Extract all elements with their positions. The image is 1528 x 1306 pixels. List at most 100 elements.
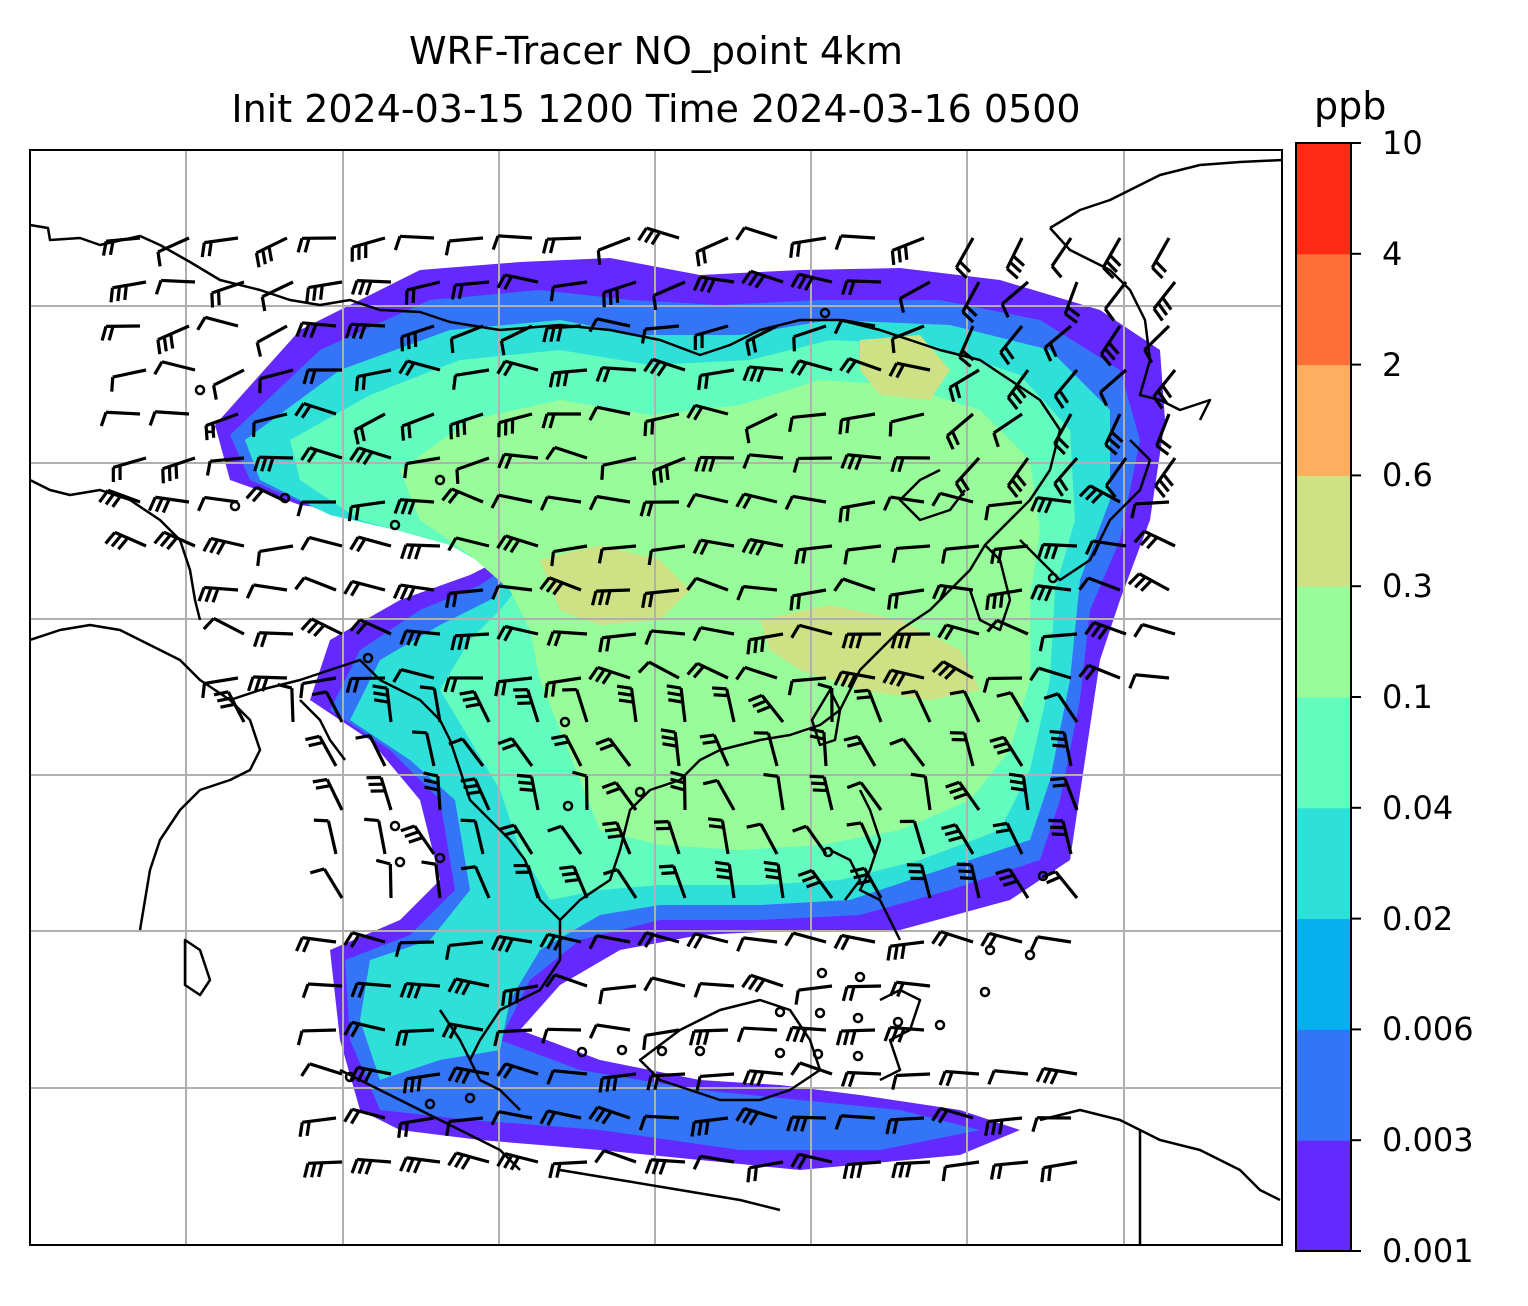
wind-barb — [156, 324, 190, 355]
colorbar-swatch — [1296, 475, 1351, 587]
wind-barb — [1143, 324, 1171, 364]
wind-barb — [901, 689, 932, 723]
wind-barb — [450, 280, 490, 300]
coastline-segment — [30, 623, 262, 931]
wind-barb — [399, 981, 441, 999]
calm-wind-circle — [616, 1044, 628, 1056]
wind-barb — [204, 412, 239, 441]
wind-barb — [707, 817, 730, 855]
wind-barb — [450, 632, 490, 651]
wind-barb — [597, 544, 637, 564]
wind-barb — [296, 236, 337, 253]
wind-barb — [196, 315, 239, 331]
wind-barb — [600, 456, 637, 480]
calm-wind-circle — [892, 1016, 904, 1028]
wind-barb — [742, 365, 784, 383]
wind-barb — [156, 236, 190, 267]
wind-barb — [688, 1028, 729, 1046]
wind-barb — [400, 412, 435, 441]
wind-barb — [572, 770, 589, 811]
wind-barb — [497, 412, 533, 438]
wind-barb — [945, 412, 975, 450]
wind-barb — [459, 689, 491, 723]
calm-wind-circle — [194, 384, 206, 396]
wind-barb — [1078, 663, 1121, 681]
wind-barb — [298, 1116, 337, 1137]
calm-wind-circle — [389, 820, 401, 832]
wind-barb — [794, 544, 833, 565]
wind-barb — [1040, 1160, 1078, 1183]
wind-barb — [447, 1066, 490, 1085]
wind-barb — [790, 1061, 833, 1076]
calm-wind-circle — [774, 1047, 786, 1059]
wind-barb — [1133, 529, 1176, 550]
wind-barb — [1154, 457, 1177, 499]
wind-barb — [882, 668, 925, 687]
wind-barb — [746, 822, 779, 855]
wind-barb — [398, 359, 441, 377]
wind-barb — [496, 359, 539, 377]
wind-barb — [643, 357, 686, 377]
wind-barb — [817, 682, 834, 723]
wind-barb — [1043, 324, 1073, 362]
wind-barb — [931, 491, 974, 507]
wind-barb — [399, 629, 441, 647]
calm-wind-circle — [562, 800, 574, 812]
wind-barb — [1041, 870, 1079, 900]
wind-barb — [355, 733, 387, 767]
wind-barb — [494, 676, 533, 697]
wind-barb — [1053, 413, 1073, 456]
wind-barb — [602, 280, 637, 308]
wind-barb — [996, 691, 1030, 723]
wind-barb — [213, 690, 246, 723]
wind-barb — [1150, 237, 1171, 280]
wind-barb — [838, 412, 876, 435]
wind-barb — [1008, 772, 1030, 811]
wind-barb — [669, 770, 687, 811]
wind-barb — [833, 577, 876, 592]
wind-barb — [1006, 457, 1030, 499]
wind-barb — [349, 618, 392, 636]
wind-barb — [790, 1152, 833, 1170]
wind-barb — [101, 236, 141, 256]
wind-barb — [452, 368, 490, 390]
calm-wind-circle — [389, 519, 401, 531]
wind-barb — [692, 1154, 735, 1171]
colorbar-tick-label: 0.02 — [1382, 899, 1454, 938]
wind-barb — [110, 368, 147, 392]
wind-barb — [344, 322, 386, 340]
wind-barb — [637, 660, 680, 680]
wind-barb — [686, 576, 729, 592]
coastlines — [30, 158, 1282, 1245]
wind-barb — [490, 493, 533, 509]
wind-barb — [742, 1069, 784, 1087]
wind-barb — [588, 494, 631, 511]
wind-barb — [496, 624, 539, 642]
wind-barb — [445, 588, 484, 608]
wind-barb — [594, 1149, 637, 1164]
wind-barb — [885, 1116, 925, 1135]
wind-barb — [1031, 1116, 1072, 1133]
wind-barb — [638, 1114, 680, 1131]
calm-wind-circle — [774, 1006, 786, 1018]
wind-barb — [539, 576, 582, 596]
wind-barb — [941, 823, 975, 855]
calm-wind-circle — [812, 1048, 824, 1060]
calm-wind-circle — [816, 967, 828, 979]
wind-barb — [948, 368, 980, 403]
wind-barb — [544, 676, 582, 698]
wind-barb — [491, 234, 533, 251]
calm-wind-circle — [934, 1019, 946, 1031]
wind-barb — [202, 617, 245, 636]
wind-barb — [513, 863, 540, 899]
wind-barb — [255, 324, 288, 357]
wind-barb — [753, 731, 779, 767]
wind-barb — [541, 1027, 582, 1044]
calm-wind-circle — [1024, 949, 1036, 961]
wind-barb — [343, 931, 386, 948]
calm-wind-circle — [656, 1045, 668, 1057]
wind-barb — [200, 236, 239, 258]
wind-barb — [460, 818, 485, 855]
wind-barb — [906, 863, 932, 899]
